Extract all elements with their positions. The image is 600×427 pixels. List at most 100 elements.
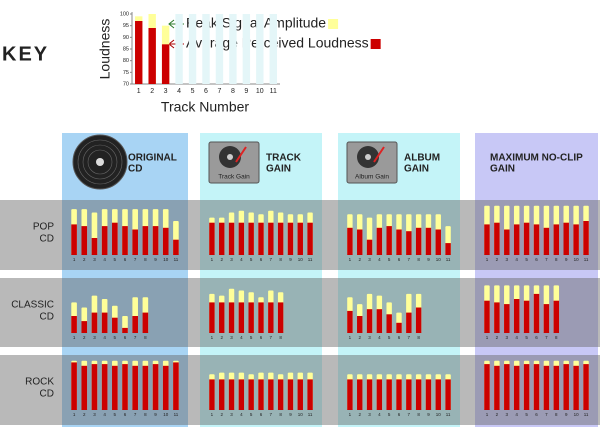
- track-label: 6: [535, 257, 538, 262]
- average-bar: [91, 312, 98, 333]
- average-bar: [484, 364, 490, 410]
- average-bar: [209, 302, 215, 333]
- track-label: 11: [308, 412, 313, 417]
- y-tick-label: 90: [123, 35, 129, 41]
- y-tick-label: 70: [123, 81, 129, 87]
- average-bar: [238, 222, 245, 255]
- average-bar: [445, 243, 451, 255]
- average-bar: [91, 238, 98, 255]
- track-label: 7: [545, 412, 548, 417]
- average-bar: [268, 379, 274, 410]
- average-bar: [533, 364, 540, 410]
- average-bar: [122, 364, 128, 410]
- average-bar: [366, 309, 373, 333]
- y-axis-label: Loudness: [97, 19, 113, 80]
- average-bar: [258, 302, 264, 333]
- legend-label: Average Perceived Loudness: [186, 35, 369, 51]
- track-label: 3: [368, 412, 371, 417]
- average-bar: [238, 302, 245, 333]
- track-label: 2: [83, 412, 86, 417]
- placeholder-bar: [188, 14, 197, 84]
- track-label: 10: [574, 412, 580, 417]
- average-bar: [297, 222, 303, 255]
- track-label: 2: [83, 335, 86, 340]
- track-label: 1: [349, 335, 352, 340]
- average-bar: [504, 304, 510, 333]
- average-bar: [297, 379, 303, 410]
- track-label: 8: [555, 412, 558, 417]
- placeholder-bar: [269, 14, 277, 84]
- average-bar: [484, 224, 490, 255]
- y-tick-label: 85: [123, 46, 129, 52]
- track-label: 6: [260, 412, 263, 417]
- average-bar: [435, 229, 441, 255]
- track-label: 4: [240, 257, 243, 262]
- placeholder-bar: [229, 14, 237, 84]
- average-bar: [543, 227, 550, 255]
- row-label: CD: [40, 234, 54, 245]
- track-label: 1: [486, 335, 489, 340]
- track-label: 8: [417, 335, 420, 340]
- legend-swatch: [370, 39, 381, 49]
- average-bar: [347, 379, 353, 410]
- x-axis-label: Track Number: [161, 99, 250, 115]
- track-label: 6: [124, 335, 127, 340]
- average-bar: [219, 379, 225, 410]
- track-label: 7: [270, 412, 273, 417]
- average-bar: [513, 365, 520, 410]
- average-bar: [396, 322, 402, 333]
- average-bar: [504, 364, 510, 410]
- average-bar: [523, 364, 530, 410]
- placeholder-bar: [175, 14, 183, 84]
- average-bar: [543, 304, 550, 333]
- average-bar: [173, 362, 179, 410]
- average-bar: [132, 229, 138, 255]
- average-bar: [142, 226, 149, 255]
- average-bar: [533, 224, 540, 255]
- cd-hole: [96, 158, 104, 166]
- average-bar: [494, 222, 500, 255]
- track-label: 2: [358, 335, 361, 340]
- gain-icon-hub: [365, 154, 371, 160]
- track-label: 10: [298, 257, 304, 262]
- average-bar: [132, 365, 138, 410]
- track-label: 5: [388, 335, 391, 340]
- average-bar: [523, 222, 530, 255]
- column-header: GAIN: [490, 164, 515, 175]
- average-bar: [112, 317, 118, 333]
- average-bar: [162, 365, 169, 410]
- track-label: 8: [555, 335, 558, 340]
- track-label: 4: [103, 335, 106, 340]
- average-bar: [504, 229, 510, 255]
- average-bar: [228, 302, 235, 333]
- track-label: 7: [408, 335, 411, 340]
- track-label: 8: [279, 335, 282, 340]
- average-bar: [357, 229, 363, 255]
- average-bar: [386, 226, 392, 255]
- y-tick-label: 100: [120, 11, 129, 17]
- average-bar: [573, 365, 579, 410]
- average-bar: [376, 309, 383, 333]
- track-label: 4: [378, 412, 381, 417]
- track-label: 2: [496, 412, 499, 417]
- average-bar: [122, 226, 128, 255]
- average-bar: [386, 379, 392, 410]
- track-label: 1: [349, 257, 352, 262]
- row-label: CD: [40, 389, 54, 400]
- average-bar: [415, 227, 422, 255]
- average-bar: [583, 364, 589, 410]
- average-bar: [435, 379, 441, 410]
- track-label: 4: [378, 257, 381, 262]
- track-label: 1: [486, 257, 489, 262]
- x-tick-label: 1: [137, 88, 141, 95]
- average-bar: [573, 224, 579, 255]
- average-bar: [287, 379, 294, 410]
- track-label: 5: [388, 412, 391, 417]
- track-label: 4: [103, 257, 106, 262]
- track-label: 6: [124, 412, 127, 417]
- track-label: 7: [270, 335, 273, 340]
- track-label: 5: [114, 412, 117, 417]
- average-bar: [347, 227, 353, 255]
- track-label: 3: [93, 257, 96, 262]
- x-tick-label: 9: [244, 88, 248, 95]
